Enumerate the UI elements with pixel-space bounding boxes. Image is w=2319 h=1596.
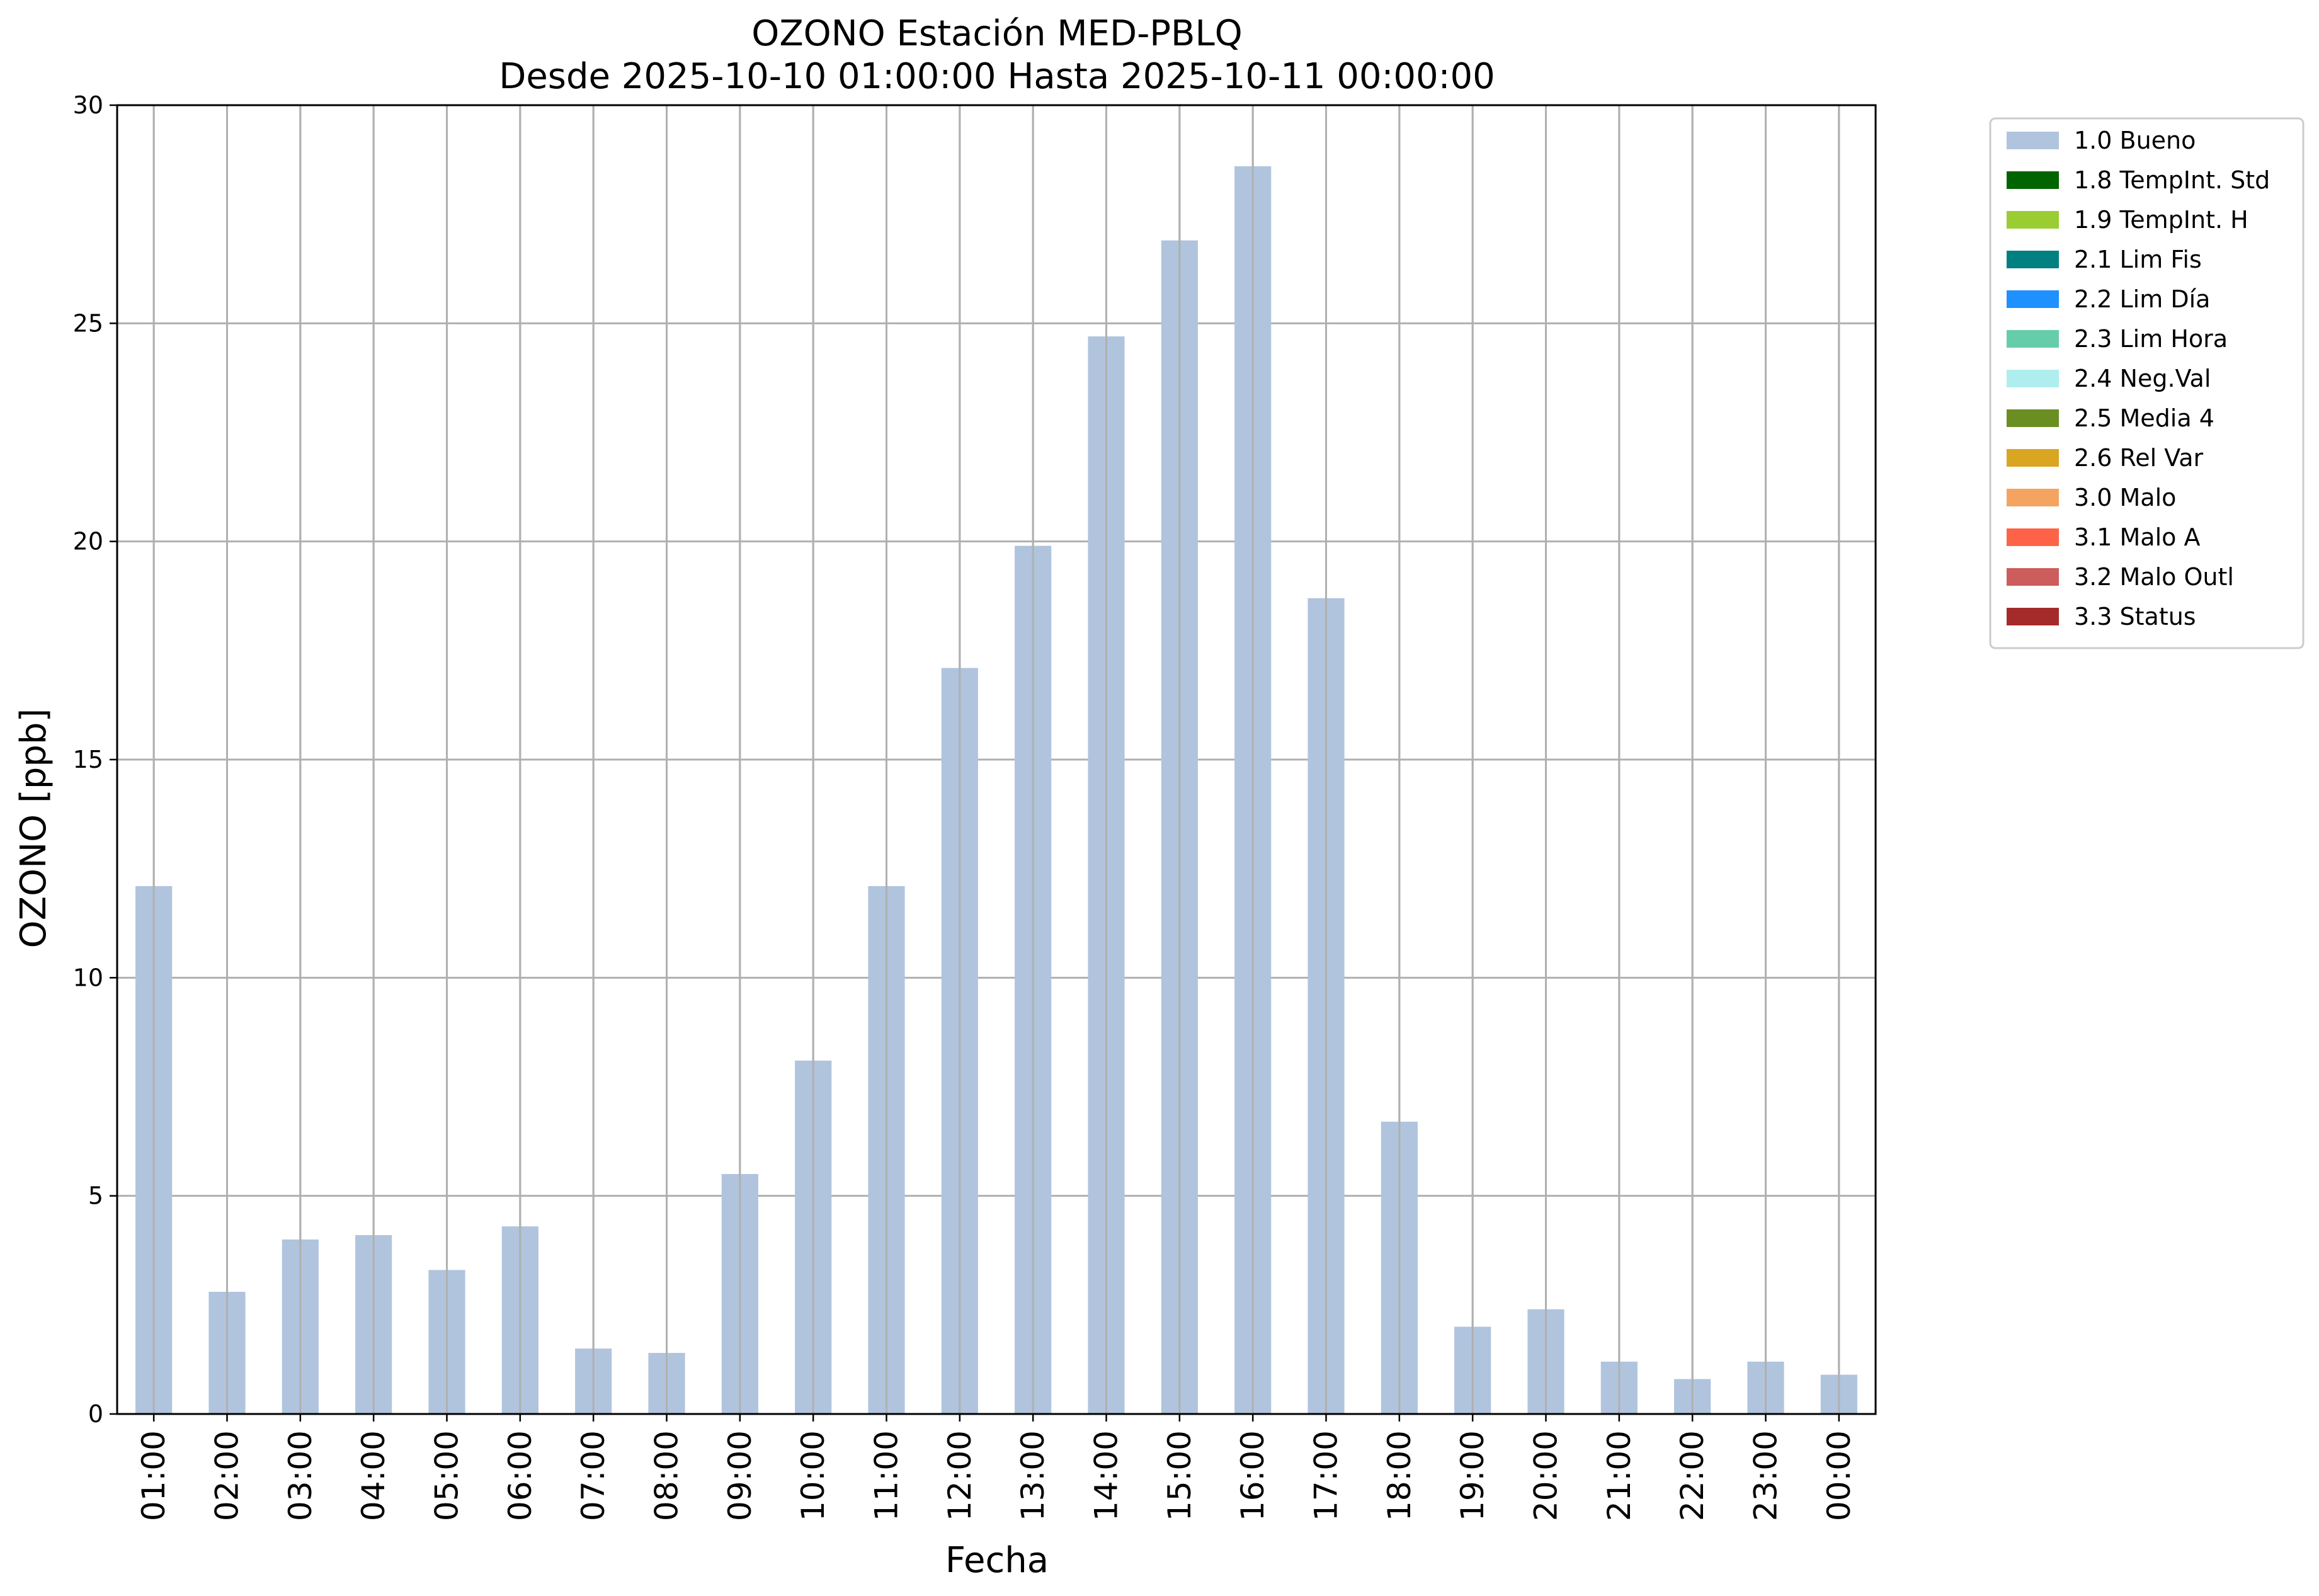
x-tick-label: 02:00 <box>209 1430 246 1521</box>
legend-swatch <box>2007 211 2059 229</box>
y-axis-label: OZONO [ppb] <box>13 709 54 949</box>
x-tick-label: 22:00 <box>1674 1430 1711 1521</box>
x-tick-label: 10:00 <box>795 1430 831 1521</box>
legend-swatch <box>2007 568 2059 586</box>
x-tick-label: 17:00 <box>1308 1430 1345 1521</box>
legend-label: 3.1 Malo A <box>2074 523 2200 551</box>
x-tick-label: 09:00 <box>722 1430 758 1521</box>
x-tick-label: 18:00 <box>1381 1430 1418 1521</box>
legend-swatch <box>2007 449 2059 467</box>
x-tick-label: 05:00 <box>429 1430 465 1521</box>
x-tick-label: 11:00 <box>869 1430 905 1521</box>
legend-label: 2.4 Neg.Val <box>2074 365 2211 392</box>
y-tick-labels: 0 5 10 15 20 25 30 <box>73 91 103 1428</box>
gridlines <box>117 104 1876 1415</box>
legend-swatch <box>2007 290 2059 308</box>
x-tick-label: 06:00 <box>502 1430 538 1521</box>
plot-frame <box>116 104 1877 1415</box>
bars <box>135 105 1857 1415</box>
x-tick-label: 21:00 <box>1601 1430 1638 1521</box>
legend-label: 2.1 Lim Fis <box>2074 246 2202 273</box>
legend-label: 3.0 Malo <box>2074 484 2176 511</box>
x-tick-label: 08:00 <box>649 1430 685 1521</box>
y-tick-label: 15 <box>73 746 103 773</box>
legend-label: 2.6 Rel Var <box>2074 444 2204 472</box>
x-tick-labels: 01:00 02:00 03:00 04:00 05:00 06:00 07:00 08:00… <box>135 1430 1857 1521</box>
y-tick-label: 5 <box>88 1182 103 1210</box>
legend-label: 2.5 Media 4 <box>2074 404 2214 432</box>
chart-title: OZONO Estación MED-PBLQ <box>751 13 1243 54</box>
legend-swatch <box>2007 528 2059 546</box>
legend-swatch <box>2007 409 2059 427</box>
x-tick-label: 01:00 <box>135 1430 172 1521</box>
legend-label: 2.3 Lim Hora <box>2074 325 2228 353</box>
legend-label: 3.2 Malo Outl <box>2074 563 2234 591</box>
x-tick-label: 04:00 <box>355 1430 392 1521</box>
legend-swatch <box>2007 489 2059 506</box>
y-tick-label: 25 <box>73 309 103 337</box>
legend-swatch <box>2007 330 2059 348</box>
legend-box <box>1989 117 2305 649</box>
legend-label: 1.9 TempInt. H <box>2074 206 2248 234</box>
x-tick-label: 13:00 <box>1015 1430 1051 1521</box>
x-tick-label: 20:00 <box>1528 1430 1564 1521</box>
legend-swatch <box>2007 132 2059 149</box>
legend-swatch <box>2007 171 2059 189</box>
legend-swatch <box>2007 370 2059 387</box>
legend-label: 1.0 Bueno <box>2074 127 2196 154</box>
legend-swatch <box>2007 608 2059 625</box>
x-tick-label: 19:00 <box>1454 1430 1491 1521</box>
x-tick-label: 03:00 <box>282 1430 319 1521</box>
x-tick-label: 16:00 <box>1234 1430 1271 1521</box>
x-tick-label: 12:00 <box>942 1430 978 1521</box>
x-tick-label: 15:00 <box>1161 1430 1198 1521</box>
legend-label: 3.3 Status <box>2074 603 2196 630</box>
chart-subtitle: Desde 2025-10-10 01:00:00 Hasta 2025-10-… <box>499 56 1495 97</box>
x-tick-label: 23:00 <box>1748 1430 1784 1521</box>
y-tick-label: 30 <box>73 91 103 119</box>
y-tick-label: 10 <box>73 964 103 991</box>
x-tick-label: 07:00 <box>575 1430 612 1521</box>
y-tick-label: 0 <box>88 1400 103 1428</box>
x-axis-label: Fecha <box>945 1540 1049 1581</box>
legend-label: 1.8 TempInt. Std <box>2074 166 2270 194</box>
x-tick-label: 00:00 <box>1821 1430 1857 1521</box>
axes <box>110 104 1877 1422</box>
legend-label: 2.2 Lim Día <box>2074 285 2210 313</box>
legend-swatch <box>2007 251 2059 268</box>
legend: 1.0 Bueno 1.8 TempInt. Std 1.9 TempInt. H 2… <box>1989 117 2305 649</box>
x-tick-label: 14:00 <box>1088 1430 1125 1521</box>
y-tick-label: 20 <box>73 528 103 556</box>
